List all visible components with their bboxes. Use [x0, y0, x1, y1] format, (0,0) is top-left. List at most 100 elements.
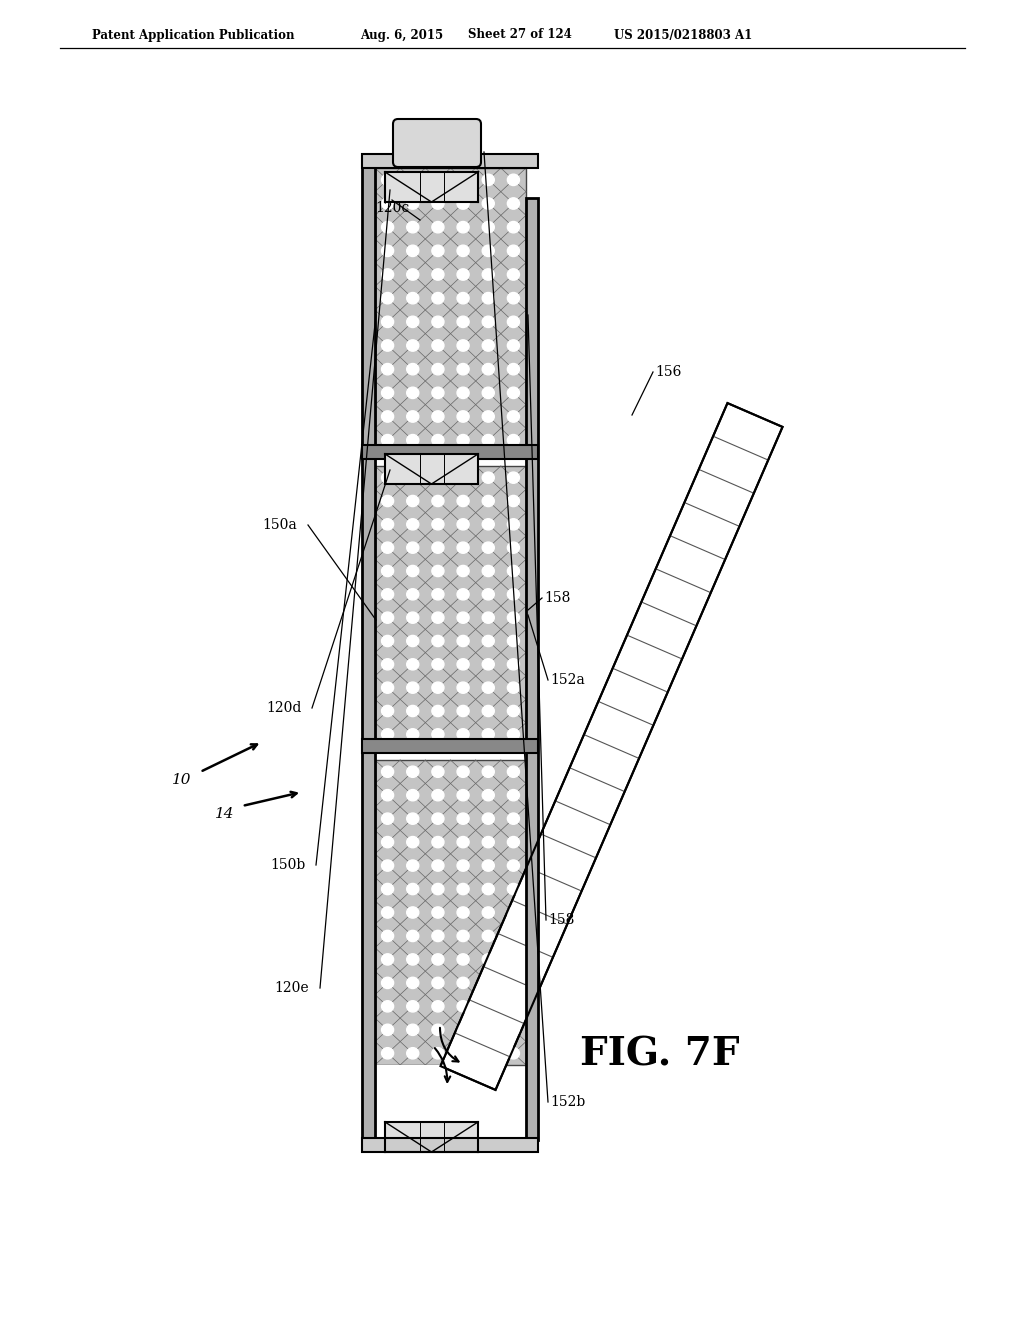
- Ellipse shape: [457, 434, 469, 446]
- Ellipse shape: [457, 1048, 469, 1059]
- Ellipse shape: [457, 931, 469, 941]
- Ellipse shape: [407, 635, 419, 647]
- Bar: [385, 1122, 478, 1152]
- Ellipse shape: [407, 543, 419, 553]
- Ellipse shape: [507, 434, 519, 446]
- Ellipse shape: [432, 222, 444, 232]
- Ellipse shape: [432, 565, 444, 577]
- Ellipse shape: [482, 473, 495, 483]
- Ellipse shape: [382, 434, 393, 446]
- Ellipse shape: [407, 837, 419, 847]
- Ellipse shape: [482, 659, 495, 671]
- Ellipse shape: [407, 495, 419, 507]
- Text: 10: 10: [172, 774, 191, 787]
- Ellipse shape: [457, 519, 469, 529]
- Ellipse shape: [407, 434, 419, 446]
- Ellipse shape: [407, 1001, 419, 1012]
- Ellipse shape: [507, 317, 519, 327]
- Text: 120e: 120e: [274, 981, 309, 995]
- Ellipse shape: [507, 339, 519, 351]
- Ellipse shape: [482, 543, 495, 553]
- Bar: [375, 168, 526, 451]
- Bar: [362, 445, 538, 459]
- Ellipse shape: [507, 766, 519, 777]
- Ellipse shape: [382, 519, 393, 529]
- Ellipse shape: [382, 222, 393, 232]
- Ellipse shape: [457, 269, 469, 280]
- Ellipse shape: [432, 174, 444, 186]
- Ellipse shape: [457, 387, 469, 399]
- Ellipse shape: [482, 635, 495, 647]
- Ellipse shape: [407, 705, 419, 717]
- Ellipse shape: [482, 293, 495, 304]
- Ellipse shape: [432, 682, 444, 693]
- Ellipse shape: [482, 222, 495, 232]
- Ellipse shape: [507, 519, 519, 529]
- Ellipse shape: [407, 293, 419, 304]
- Ellipse shape: [432, 269, 444, 280]
- Ellipse shape: [432, 495, 444, 507]
- Ellipse shape: [407, 246, 419, 256]
- Text: 156: 156: [655, 366, 681, 379]
- Ellipse shape: [407, 565, 419, 577]
- Bar: [375, 1065, 445, 1138]
- Ellipse shape: [457, 246, 469, 256]
- Ellipse shape: [432, 473, 444, 483]
- Ellipse shape: [457, 198, 469, 209]
- Ellipse shape: [507, 1001, 519, 1012]
- Bar: [385, 454, 478, 484]
- Ellipse shape: [482, 198, 495, 209]
- Ellipse shape: [457, 682, 469, 693]
- Text: US 2015/0218803 A1: US 2015/0218803 A1: [614, 29, 753, 41]
- Ellipse shape: [407, 411, 419, 422]
- Text: 120d: 120d: [266, 701, 302, 715]
- Ellipse shape: [382, 339, 393, 351]
- Ellipse shape: [507, 859, 519, 871]
- Ellipse shape: [482, 387, 495, 399]
- Ellipse shape: [382, 269, 393, 280]
- Ellipse shape: [482, 1024, 495, 1035]
- Ellipse shape: [382, 411, 393, 422]
- Polygon shape: [440, 403, 782, 1090]
- Ellipse shape: [482, 269, 495, 280]
- Ellipse shape: [407, 519, 419, 529]
- Ellipse shape: [457, 705, 469, 717]
- Ellipse shape: [432, 293, 444, 304]
- Ellipse shape: [507, 635, 519, 647]
- Ellipse shape: [507, 293, 519, 304]
- Ellipse shape: [457, 543, 469, 553]
- Ellipse shape: [432, 519, 444, 529]
- Ellipse shape: [432, 883, 444, 895]
- Ellipse shape: [482, 565, 495, 577]
- Ellipse shape: [407, 1048, 419, 1059]
- Ellipse shape: [482, 789, 495, 801]
- Ellipse shape: [482, 339, 495, 351]
- Ellipse shape: [407, 269, 419, 280]
- Ellipse shape: [507, 222, 519, 232]
- Ellipse shape: [507, 1024, 519, 1035]
- Text: FIG. 7F: FIG. 7F: [581, 1036, 739, 1074]
- Ellipse shape: [482, 589, 495, 599]
- Ellipse shape: [407, 907, 419, 919]
- Ellipse shape: [407, 363, 419, 375]
- Ellipse shape: [457, 565, 469, 577]
- Ellipse shape: [432, 813, 444, 824]
- Ellipse shape: [407, 1024, 419, 1035]
- Ellipse shape: [382, 859, 393, 871]
- Ellipse shape: [432, 705, 444, 717]
- Ellipse shape: [432, 612, 444, 623]
- Ellipse shape: [382, 789, 393, 801]
- Ellipse shape: [382, 363, 393, 375]
- Ellipse shape: [507, 907, 519, 919]
- Ellipse shape: [407, 174, 419, 186]
- Ellipse shape: [407, 198, 419, 209]
- Ellipse shape: [382, 705, 393, 717]
- Ellipse shape: [482, 363, 495, 375]
- Bar: [362, 739, 538, 752]
- Ellipse shape: [482, 977, 495, 989]
- Ellipse shape: [457, 729, 469, 741]
- Ellipse shape: [407, 766, 419, 777]
- Ellipse shape: [482, 729, 495, 741]
- Ellipse shape: [457, 495, 469, 507]
- Ellipse shape: [382, 317, 393, 327]
